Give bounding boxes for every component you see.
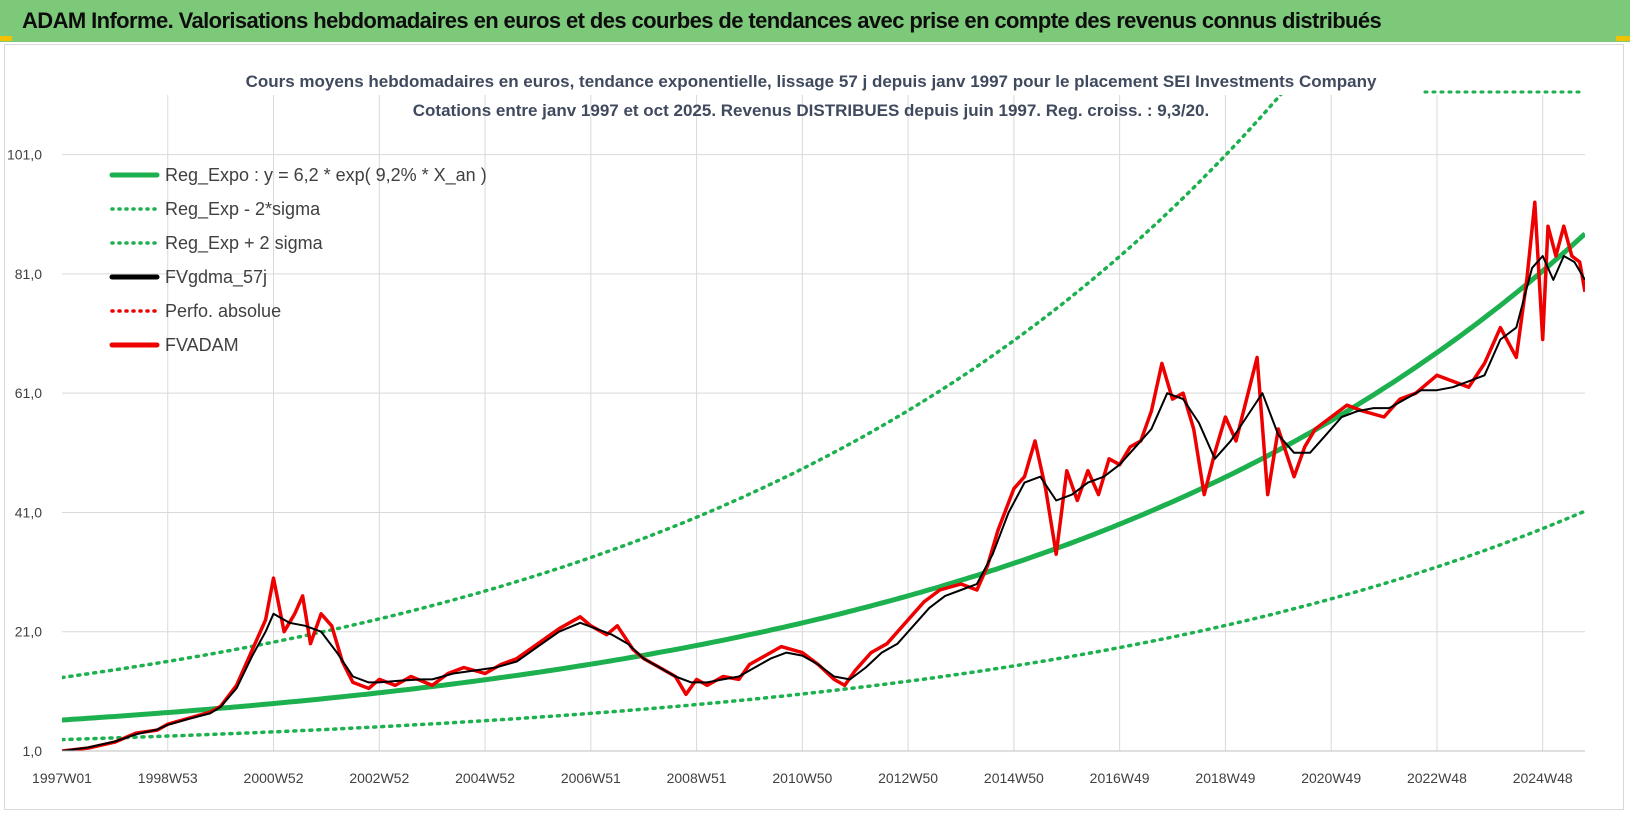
chart-frame [4,44,1624,810]
chart-title-line2: Cotations entre janv 1997 et oct 2025. R… [413,101,1209,120]
legend-label: Reg_Expo : y = 6,2 * exp( 9,2% * X_an ) [165,165,487,186]
x-tick-label: 1998W53 [138,770,198,786]
x-tick-label: 2008W51 [667,770,727,786]
x-tick-label: 2014W50 [984,770,1044,786]
y-tick-label: 41,0 [15,504,42,520]
reg-exp-minus-2sigma-line [62,509,1585,742]
x-tick-label: 2012W50 [878,770,938,786]
reg-expo-line [62,231,1585,723]
x-tick-label: 2010W50 [772,770,832,786]
y-tick-label: 81,0 [15,266,42,282]
legend-label: Reg_Exp - 2*sigma [165,199,321,220]
y-tick-label: 61,0 [15,385,42,401]
chart-legend: Reg_Expo : y = 6,2 * exp( 9,2% * X_an ) R… [109,165,487,355]
report-title: ADAM Informe. Valorisations hebdomadaire… [22,8,1382,33]
x-tick-label: 1997W01 [32,770,92,786]
x-tick-label: 2020W49 [1301,770,1361,786]
x-tick-label: 2022W48 [1407,770,1467,786]
x-tick-label: 2000W52 [244,770,304,786]
x-tick-label: 2004W52 [455,770,515,786]
y-tick-label: 101,0 [7,147,42,163]
corner-marker [1616,36,1630,41]
fvadam-line [62,200,1585,751]
corner-marker [0,36,12,41]
legend-label: Reg_Exp + 2 sigma [165,233,324,254]
chart-title-line1: Cours moyens hebdomadaires en euros, ten… [246,72,1377,91]
series-layer [62,95,1585,751]
report-banner: ADAM Informe. Valorisations hebdomadaire… [0,0,1630,42]
x-tick-label: 2018W49 [1195,770,1255,786]
x-tick-label: 2006W51 [561,770,621,786]
y-tick-label: 1,0 [23,743,43,759]
x-tick-label: 2024W48 [1513,770,1573,786]
legend-label: FVgdma_57j [165,267,267,288]
x-tick-label: 2002W52 [349,770,409,786]
x-tick-label: 2016W49 [1090,770,1150,786]
legend-label: FVADAM [165,335,239,355]
y-tick-label: 21,0 [15,624,42,640]
fvgdma-57j-line [62,255,1585,751]
legend-label: Perfo. absolue [165,301,281,321]
axis-layer: 1,0 21,0 41,0 61,0 81,0 101,0 1997W01 1998W53 20… [7,147,1585,786]
grid-layer [62,95,1585,751]
